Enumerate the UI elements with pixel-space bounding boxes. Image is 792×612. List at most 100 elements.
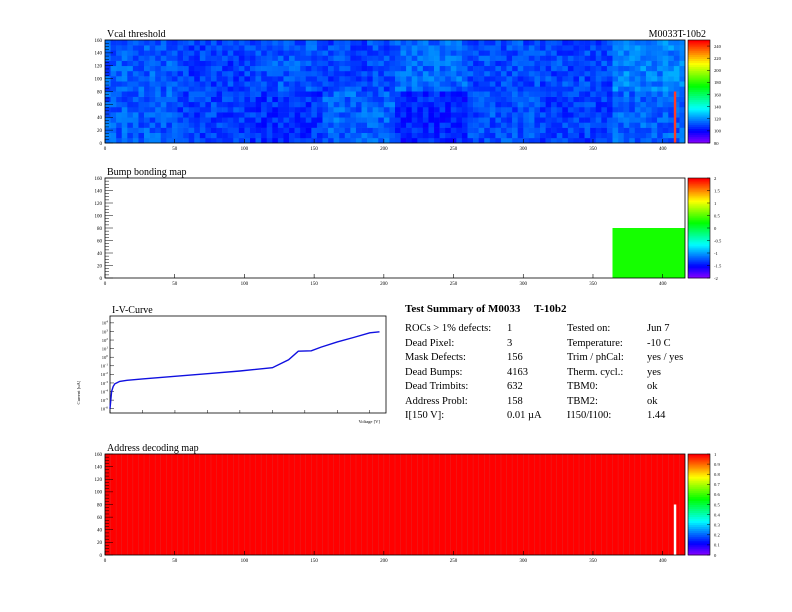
heatmap-cell — [266, 76, 273, 82]
heatmap-cell — [322, 60, 329, 67]
colorbar-tick-label: -0.5 — [714, 238, 722, 243]
heatmap-cell — [395, 40, 401, 46]
heatmap-cell — [132, 122, 139, 128]
heatmap-cell — [618, 96, 624, 103]
heatmap-cell — [227, 40, 234, 46]
heatmap-cell — [590, 60, 597, 67]
heatmap-cell — [567, 45, 574, 51]
heatmap-cell — [339, 70, 346, 77]
heatmap-cell — [289, 117, 295, 123]
heatmap-cell — [333, 70, 340, 77]
heatmap-cell — [333, 40, 340, 46]
heatmap-cell — [166, 117, 173, 123]
heatmap-cell — [540, 86, 546, 92]
heatmap-cell — [400, 101, 407, 108]
colorbar-tick-label: 0.7 — [714, 482, 720, 487]
heatmap-cell — [322, 127, 329, 133]
heatmap-cell — [116, 76, 123, 82]
heatmap-cell — [121, 76, 128, 82]
heatmap-cell — [668, 106, 675, 113]
heatmap-cell — [450, 60, 457, 67]
heatmap-cell — [311, 65, 318, 72]
heatmap-cell — [367, 91, 373, 97]
colorbar-cell — [688, 518, 710, 522]
heatmap-cell — [473, 117, 479, 123]
heatmap-cell — [105, 137, 111, 144]
colorbar-cell — [688, 105, 710, 109]
heatmap-cell — [473, 50, 479, 56]
heatmap-cell — [428, 86, 435, 92]
summary-title: Test Summary of M0033 T-10b2 — [405, 303, 567, 315]
heatmap-cell — [205, 40, 212, 46]
heatmap-cell — [183, 65, 189, 72]
heatmap-cell — [210, 45, 217, 51]
heatmap-cell — [634, 112, 641, 118]
heatmap-cell — [439, 60, 446, 67]
heatmap-cell — [283, 60, 290, 67]
heatmap-cell — [205, 65, 212, 72]
heatmap-cell — [305, 60, 312, 67]
heatmap-cell — [595, 137, 602, 144]
heatmap-cell — [434, 101, 440, 108]
heatmap-cell — [149, 70, 156, 77]
heatmap-cell — [411, 101, 418, 108]
heatmap-cell — [222, 45, 228, 51]
heatmap-cell — [506, 86, 513, 92]
heatmap-cell — [294, 55, 301, 61]
heatmap-cell — [595, 127, 602, 133]
heatmap-cell — [121, 112, 128, 118]
heatmap-cell — [579, 132, 585, 139]
heatmap-cell — [160, 96, 167, 103]
y-tick-label: 60 — [97, 239, 103, 244]
heatmap-cell — [595, 112, 602, 118]
heatmap-cell — [489, 70, 496, 77]
colorbar-cell — [688, 216, 710, 219]
heatmap-cell — [311, 60, 318, 67]
heatmap-cell — [651, 50, 658, 56]
heatmap-cell — [612, 76, 619, 82]
heatmap-cell — [500, 81, 507, 87]
heatmap-cell — [144, 81, 150, 87]
heatmap-cell — [389, 45, 396, 51]
heatmap-cell — [149, 112, 156, 118]
colorbar-tick-label: 180 — [714, 80, 722, 85]
heatmap-cell — [322, 132, 329, 139]
heatmap-cell — [573, 70, 580, 77]
heatmap-cell — [640, 60, 647, 67]
heatmap-cell — [450, 122, 457, 128]
heatmap-cell — [166, 122, 173, 128]
heatmap-cell — [255, 122, 262, 128]
colorbar-tick-label: 0.8 — [714, 472, 720, 477]
heatmap-cell — [261, 86, 268, 92]
heatmap-cell — [417, 65, 424, 72]
heatmap-cell — [350, 76, 357, 82]
heatmap-cell — [316, 40, 323, 46]
heatmap-cell — [400, 76, 407, 82]
heatmap-cell — [579, 60, 585, 67]
heatmap-cell — [350, 101, 357, 108]
colorbar-cell — [688, 258, 710, 261]
colorbar-tick-label: 0.5 — [714, 213, 720, 218]
heatmap-cell — [383, 96, 390, 103]
heatmap-cell — [328, 106, 334, 113]
heatmap-cell — [500, 91, 507, 97]
heatmap-cell — [227, 86, 234, 92]
heatmap-cell — [132, 60, 139, 67]
heatmap-cell — [579, 55, 585, 61]
heatmap-cell — [116, 137, 123, 144]
colorbar-cell — [688, 232, 710, 235]
heatmap-cell — [316, 96, 323, 103]
colorbar-cell — [688, 470, 710, 473]
heatmap-cell — [517, 106, 524, 113]
heatmap-cell — [595, 101, 602, 108]
heatmap-cell — [171, 91, 178, 97]
colorbar-cell — [688, 520, 710, 524]
colorbar-cell — [688, 178, 710, 181]
colorbar-cell — [688, 244, 710, 247]
heatmap-cell — [657, 117, 663, 123]
heatmap-cell — [261, 117, 268, 123]
heatmap-cell — [623, 76, 630, 82]
heatmap-cell — [623, 127, 630, 133]
heatmap-cell — [434, 127, 440, 133]
heatmap-cell — [417, 91, 424, 97]
